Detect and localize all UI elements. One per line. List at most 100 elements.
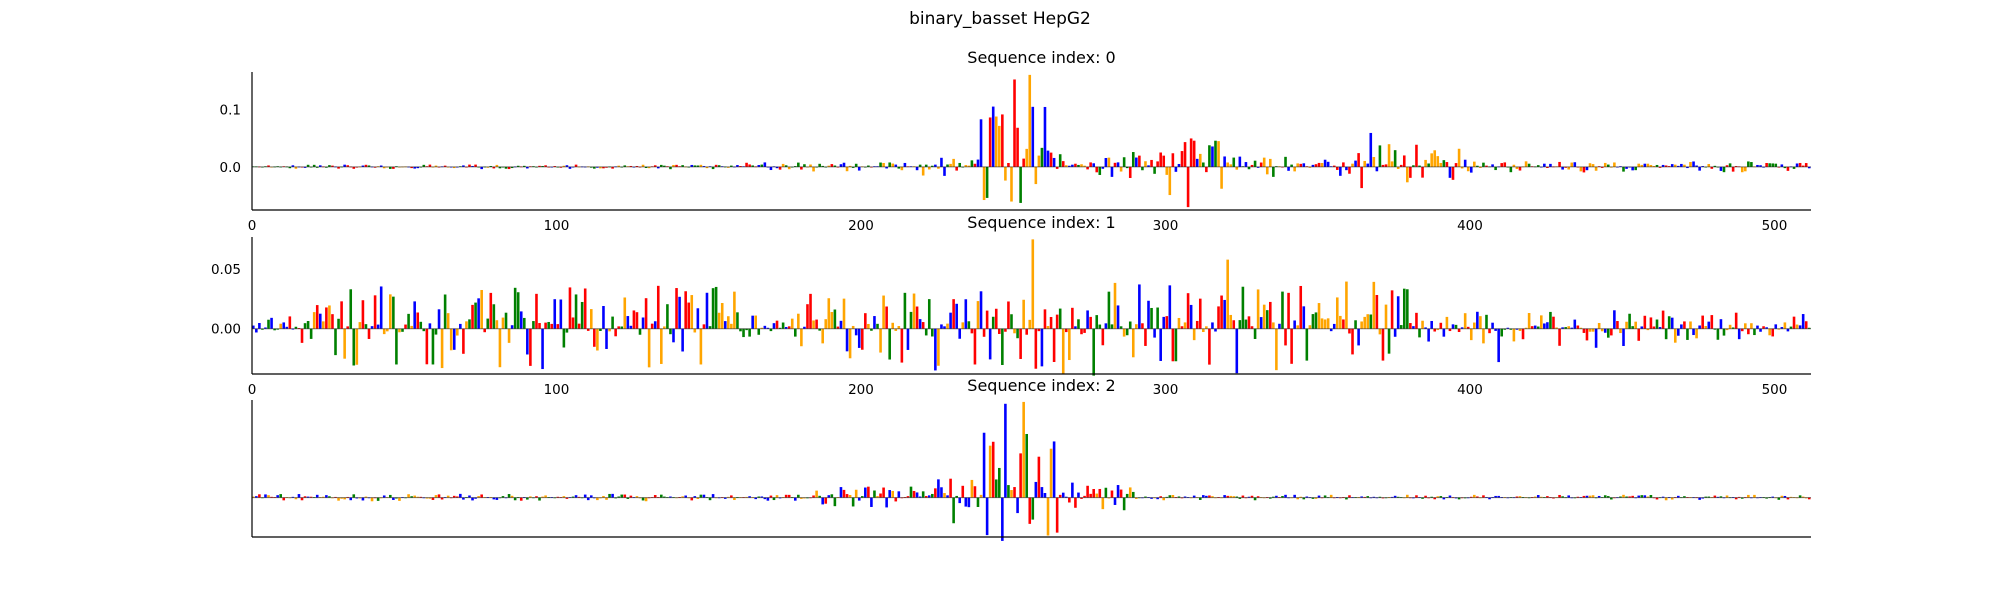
logo-mark [1317,162,1321,167]
logo-mark [1220,295,1223,329]
logo-mark [312,164,316,167]
logo-mark [1637,328,1641,341]
logo-mark [1600,328,1604,332]
logo-mark [1144,161,1147,167]
logo-mark [1625,321,1628,329]
logo-mark [382,166,386,169]
logo-mark [1570,327,1574,329]
logo-mark [416,312,420,329]
logo-mark [1095,315,1099,329]
logo-mark [964,497,968,507]
logo-mark [745,328,748,331]
logo-mark [672,328,675,343]
logo-mark [361,497,365,501]
logo-mark [1552,316,1555,329]
logo-mark [413,166,416,169]
logo-mark [1122,157,1126,167]
logo-mark [1576,325,1580,329]
logo-mark [535,293,538,329]
logo-mark [370,326,374,329]
logo-mark [1704,326,1708,329]
logo-mark [1454,163,1458,167]
logo-mark [760,164,764,167]
logo-mark [991,441,995,498]
logo-mark [1448,166,1452,178]
logo-mark [940,324,943,329]
logo-mark [1107,291,1111,329]
x-tick-label: 200 [848,382,874,398]
x-tick-label: 100 [544,382,570,398]
logo-mark [1381,328,1385,361]
logo-mark [1061,161,1065,167]
logo-mark [392,497,395,500]
logo-mark [1396,166,1400,169]
logo-mark [1202,495,1205,498]
logo-mark [787,494,791,498]
logo-mark [1421,166,1424,178]
logo-mark [1469,328,1473,341]
logo-mark [803,326,806,329]
logo-mark [702,494,706,498]
logo-mark [1116,162,1120,167]
logo-mark [589,495,593,498]
logo-mark [495,497,499,500]
logo-mark [894,328,898,331]
logo-mark [702,324,706,329]
logo-mark [982,432,986,498]
logo-mark [1205,326,1208,329]
logo-mark [526,166,529,169]
logo-mark [440,328,444,369]
logo-mark [1159,328,1162,361]
logo-mark [854,163,858,167]
logo-mark [352,494,356,498]
logo-mark [882,487,885,498]
logo-mark [1680,163,1683,167]
logo-mark [1269,301,1272,329]
logo-mark [1357,153,1360,167]
logo-mark [1479,316,1482,329]
logo-mark [663,496,666,498]
logo-mark [1293,320,1296,329]
logo-mark [468,319,471,329]
logo-mark [632,310,636,329]
logo-mark [1128,487,1132,498]
logo-mark [860,496,864,498]
logo-mark [800,328,803,347]
logo-mark [1189,138,1193,167]
logo-mark [870,497,873,507]
logo-mark [270,317,273,329]
logo-mark [553,299,557,329]
logo-mark [1141,323,1144,329]
logo-mark [1311,497,1315,499]
logo-mark [1683,496,1686,498]
logo-mark [1031,239,1035,329]
logo-mark [635,496,639,498]
logo-mark [1302,497,1306,500]
logo-mark [873,490,876,498]
logo-mark [1180,151,1184,167]
logo-mark [1588,328,1592,332]
logo-mark [376,324,380,329]
logo-mark [943,493,946,498]
logo-mark [1329,328,1333,332]
logo-mark [568,287,572,329]
logo-mark [1476,165,1479,167]
logo-mark [1162,155,1166,167]
logo-mark [1503,328,1507,330]
logo-mark [1284,494,1287,498]
logo-mark [1253,497,1257,501]
logo-mark [909,486,913,498]
logo-mark [885,497,888,508]
logo-mark [1756,164,1759,167]
logo-mark [599,166,602,169]
logo-mark [1750,323,1753,329]
logo-panel-2: Sequence index: 2 [251,376,1811,541]
logo-mark [1412,165,1415,167]
logo-mark [985,497,989,536]
logo-mark [589,309,593,329]
logo-mark [306,321,310,329]
logo-mark [921,322,925,329]
logo-mark [1335,297,1339,329]
logo-mark [318,165,322,167]
